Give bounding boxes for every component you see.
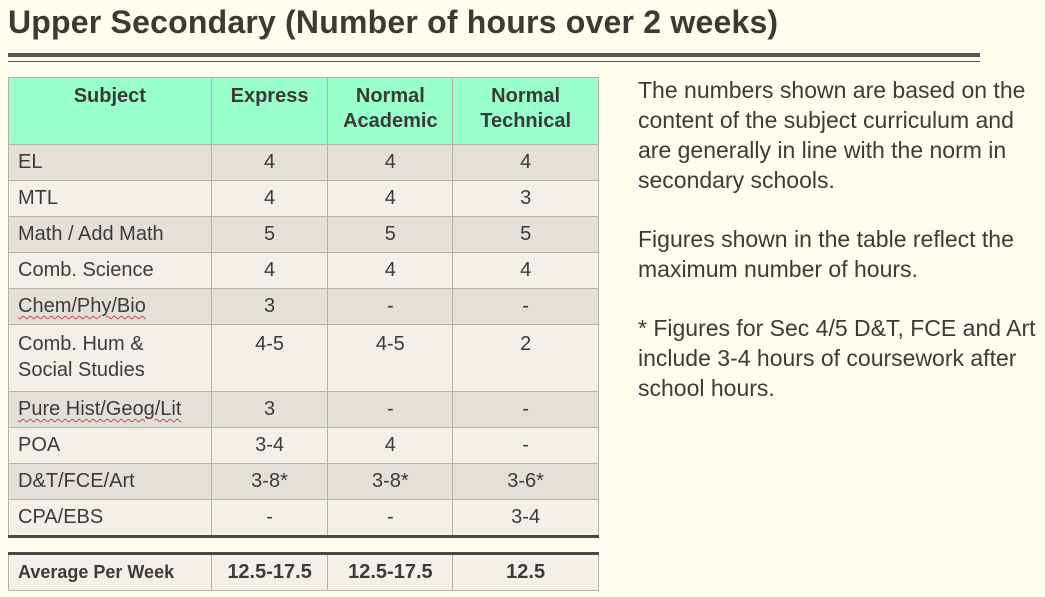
header-na-line1: Normal bbox=[355, 85, 425, 107]
table-row: EL 4 4 4 bbox=[8, 144, 599, 181]
subject-cell: POA bbox=[8, 427, 212, 464]
normal-academic-cell: 4 bbox=[327, 427, 454, 464]
table-header-row: Subject Express Normal Academic Normal T… bbox=[8, 77, 599, 145]
title-rule-thick bbox=[8, 53, 980, 57]
express-cell: - bbox=[210, 499, 329, 538]
average-express: 12.5-17.5 bbox=[210, 552, 329, 591]
normal-academic-cell: - bbox=[327, 391, 454, 428]
page-title: Upper Secondary (Number of hours over 2 … bbox=[8, 4, 779, 40]
title-rule-thin bbox=[8, 61, 980, 62]
normal-academic-cell: 4 bbox=[327, 180, 454, 217]
normal-technical-cell: 2 bbox=[452, 324, 599, 392]
subject-cell: EL bbox=[8, 144, 212, 181]
subject-text: Chem/Phy/Bio bbox=[18, 295, 146, 317]
header-na-line2: Academic bbox=[343, 110, 438, 132]
normal-technical-cell: 3 bbox=[452, 180, 599, 217]
subject-cell: CPA/EBS bbox=[8, 499, 212, 538]
note-paragraph: The numbers shown are based on the conte… bbox=[638, 77, 1026, 193]
table-row: MTL 4 4 3 bbox=[8, 180, 599, 217]
normal-technical-cell: - bbox=[452, 288, 599, 325]
subject-line1: Comb. Hum & bbox=[18, 333, 144, 355]
notes-panel: The numbers shown are based on the conte… bbox=[638, 75, 1038, 432]
header-nt-line1: Normal bbox=[491, 85, 561, 107]
express-cell: 4 bbox=[210, 144, 329, 181]
header-normal-technical: Normal Technical bbox=[452, 77, 599, 145]
normal-technical-cell: 4 bbox=[452, 252, 599, 289]
table-row: Math / Add Math 5 5 5 bbox=[8, 216, 599, 253]
express-cell: 3 bbox=[210, 288, 329, 325]
average-normal-technical: 12.5 bbox=[452, 552, 599, 591]
header-nt-line2: Technical bbox=[480, 110, 572, 132]
express-cell: 5 bbox=[210, 216, 329, 253]
header-normal-academic: Normal Academic bbox=[327, 77, 454, 145]
average-table: Average Per Week 12.5-17.5 12.5-17.5 12.… bbox=[8, 552, 599, 591]
subject-cell: MTL bbox=[8, 180, 212, 217]
normal-technical-cell: - bbox=[452, 391, 599, 428]
normal-academic-cell: - bbox=[327, 288, 454, 325]
normal-technical-cell: 4 bbox=[452, 144, 599, 181]
subject-cell: Math / Add Math bbox=[8, 216, 212, 253]
subject-text: Pure Hist/Geog/Lit bbox=[18, 398, 182, 420]
table-row: POA 3-4 4 - bbox=[8, 427, 599, 464]
hours-table: Subject Express Normal Academic Normal T… bbox=[8, 77, 599, 538]
express-cell: 4 bbox=[210, 180, 329, 217]
table-row: Pure Hist/Geog/Lit 3 - - bbox=[8, 391, 599, 428]
normal-academic-cell: 4-5 bbox=[327, 324, 454, 392]
normal-technical-cell: 5 bbox=[452, 216, 599, 253]
normal-academic-cell: - bbox=[327, 499, 454, 538]
average-row: Average Per Week 12.5-17.5 12.5-17.5 12.… bbox=[8, 552, 599, 591]
express-cell: 3 bbox=[210, 391, 329, 428]
header-express: Express bbox=[210, 77, 329, 145]
average-label: Average Per Week bbox=[8, 552, 212, 591]
subject-cell: D&T/FCE/Art bbox=[8, 463, 212, 500]
normal-academic-cell: 4 bbox=[327, 252, 454, 289]
subject-cell: Pure Hist/Geog/Lit bbox=[8, 391, 212, 428]
subject-cell: Comb. Science bbox=[8, 252, 212, 289]
table-row: Comb. Science 4 4 4 bbox=[8, 252, 599, 289]
note-paragraph: * Figures for Sec 4/5 D&T, FCE and Art i… bbox=[638, 315, 1036, 401]
note-paragraph: Figures shown in the table reflect the m… bbox=[638, 226, 1014, 282]
subject-line2: Social Studies bbox=[18, 359, 145, 381]
header-subject: Subject bbox=[8, 77, 212, 145]
subject-cell: Chem/Phy/Bio bbox=[8, 288, 212, 325]
normal-academic-cell: 5 bbox=[327, 216, 454, 253]
normal-technical-cell: - bbox=[452, 427, 599, 464]
normal-academic-cell: 3-8* bbox=[327, 463, 454, 500]
normal-technical-cell: 3-4 bbox=[452, 499, 599, 538]
table-row: Comb. Hum & Social Studies 4-5 4-5 2 bbox=[8, 324, 599, 392]
subject-cell: Comb. Hum & Social Studies bbox=[8, 324, 212, 392]
express-cell: 4-5 bbox=[210, 324, 329, 392]
express-cell: 3-4 bbox=[210, 427, 329, 464]
normal-technical-cell: 3-6* bbox=[452, 463, 599, 500]
average-normal-academic: 12.5-17.5 bbox=[327, 552, 454, 591]
normal-academic-cell: 4 bbox=[327, 144, 454, 181]
table-row: D&T/FCE/Art 3-8* 3-8* 3-6* bbox=[8, 463, 599, 500]
table-row: CPA/EBS - - 3-4 bbox=[8, 499, 599, 538]
express-cell: 3-8* bbox=[210, 463, 329, 500]
table-row: Chem/Phy/Bio 3 - - bbox=[8, 288, 599, 325]
express-cell: 4 bbox=[210, 252, 329, 289]
